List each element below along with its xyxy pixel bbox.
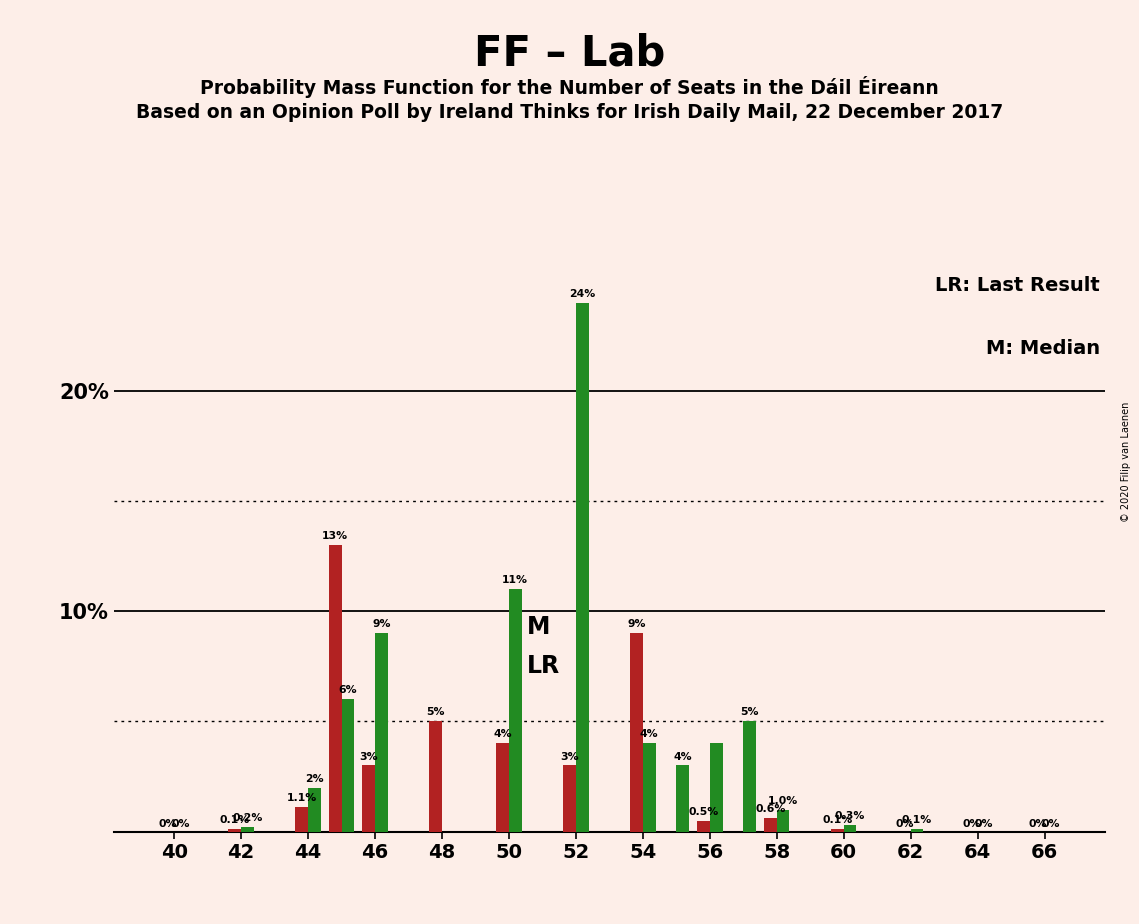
Text: © 2020 Filip van Laenen: © 2020 Filip van Laenen — [1121, 402, 1131, 522]
Text: 1.0%: 1.0% — [768, 796, 798, 806]
Text: 0.2%: 0.2% — [232, 813, 263, 823]
Text: 0%: 0% — [171, 819, 190, 829]
Bar — [229, 830, 241, 832]
Text: 1.1%: 1.1% — [287, 794, 317, 803]
Bar — [697, 821, 710, 832]
Text: 9%: 9% — [372, 619, 391, 629]
Text: 3%: 3% — [560, 751, 579, 761]
Bar — [497, 744, 509, 832]
Text: 0.5%: 0.5% — [688, 807, 719, 817]
Text: 5%: 5% — [426, 708, 445, 717]
Bar — [777, 809, 789, 832]
Bar — [362, 765, 375, 832]
Text: 0%: 0% — [975, 819, 993, 829]
Text: 13%: 13% — [322, 531, 349, 541]
Text: 24%: 24% — [570, 289, 596, 298]
Text: 9%: 9% — [628, 619, 646, 629]
Text: 6%: 6% — [338, 686, 358, 696]
Bar — [241, 827, 254, 832]
Bar — [509, 590, 522, 832]
Text: LR: Last Result: LR: Last Result — [935, 276, 1100, 295]
Text: LR: LR — [527, 654, 560, 678]
Bar — [764, 819, 777, 832]
Bar — [563, 765, 576, 832]
Text: 4%: 4% — [640, 730, 658, 739]
Bar — [677, 765, 689, 832]
Bar — [744, 722, 756, 832]
Text: 3%: 3% — [359, 751, 378, 761]
Bar — [642, 744, 656, 832]
Text: 0.1%: 0.1% — [220, 816, 249, 825]
Bar — [329, 545, 342, 832]
Bar — [342, 699, 354, 832]
Text: FF – Lab: FF – Lab — [474, 32, 665, 74]
Text: M: Median: M: Median — [985, 339, 1100, 358]
Text: 0%: 0% — [158, 819, 177, 829]
Text: 0.1%: 0.1% — [822, 816, 852, 825]
Bar — [844, 825, 857, 832]
Text: M: M — [527, 614, 551, 638]
Bar — [429, 722, 442, 832]
Bar — [308, 787, 321, 832]
Text: 0%: 0% — [1029, 819, 1048, 829]
Bar — [576, 303, 589, 832]
Text: 0%: 0% — [962, 819, 981, 829]
Bar — [710, 744, 722, 832]
Text: 0.1%: 0.1% — [902, 816, 932, 825]
Text: 4%: 4% — [673, 751, 693, 761]
Bar — [295, 808, 308, 832]
Text: Probability Mass Function for the Number of Seats in the Dáil Éireann: Probability Mass Function for the Number… — [200, 76, 939, 98]
Bar — [911, 830, 924, 832]
Text: 11%: 11% — [502, 576, 528, 585]
Text: 5%: 5% — [740, 708, 759, 717]
Text: Based on an Opinion Poll by Ireland Thinks for Irish Daily Mail, 22 December 201: Based on an Opinion Poll by Ireland Thin… — [136, 103, 1003, 123]
Text: 4%: 4% — [493, 730, 511, 739]
Text: 0.3%: 0.3% — [835, 811, 866, 821]
Text: 0%: 0% — [1042, 819, 1060, 829]
Bar — [375, 633, 387, 832]
Bar — [630, 633, 642, 832]
Text: 0.6%: 0.6% — [755, 805, 786, 814]
Text: 0%: 0% — [895, 819, 913, 829]
Text: 2%: 2% — [305, 773, 323, 784]
Bar — [831, 830, 844, 832]
